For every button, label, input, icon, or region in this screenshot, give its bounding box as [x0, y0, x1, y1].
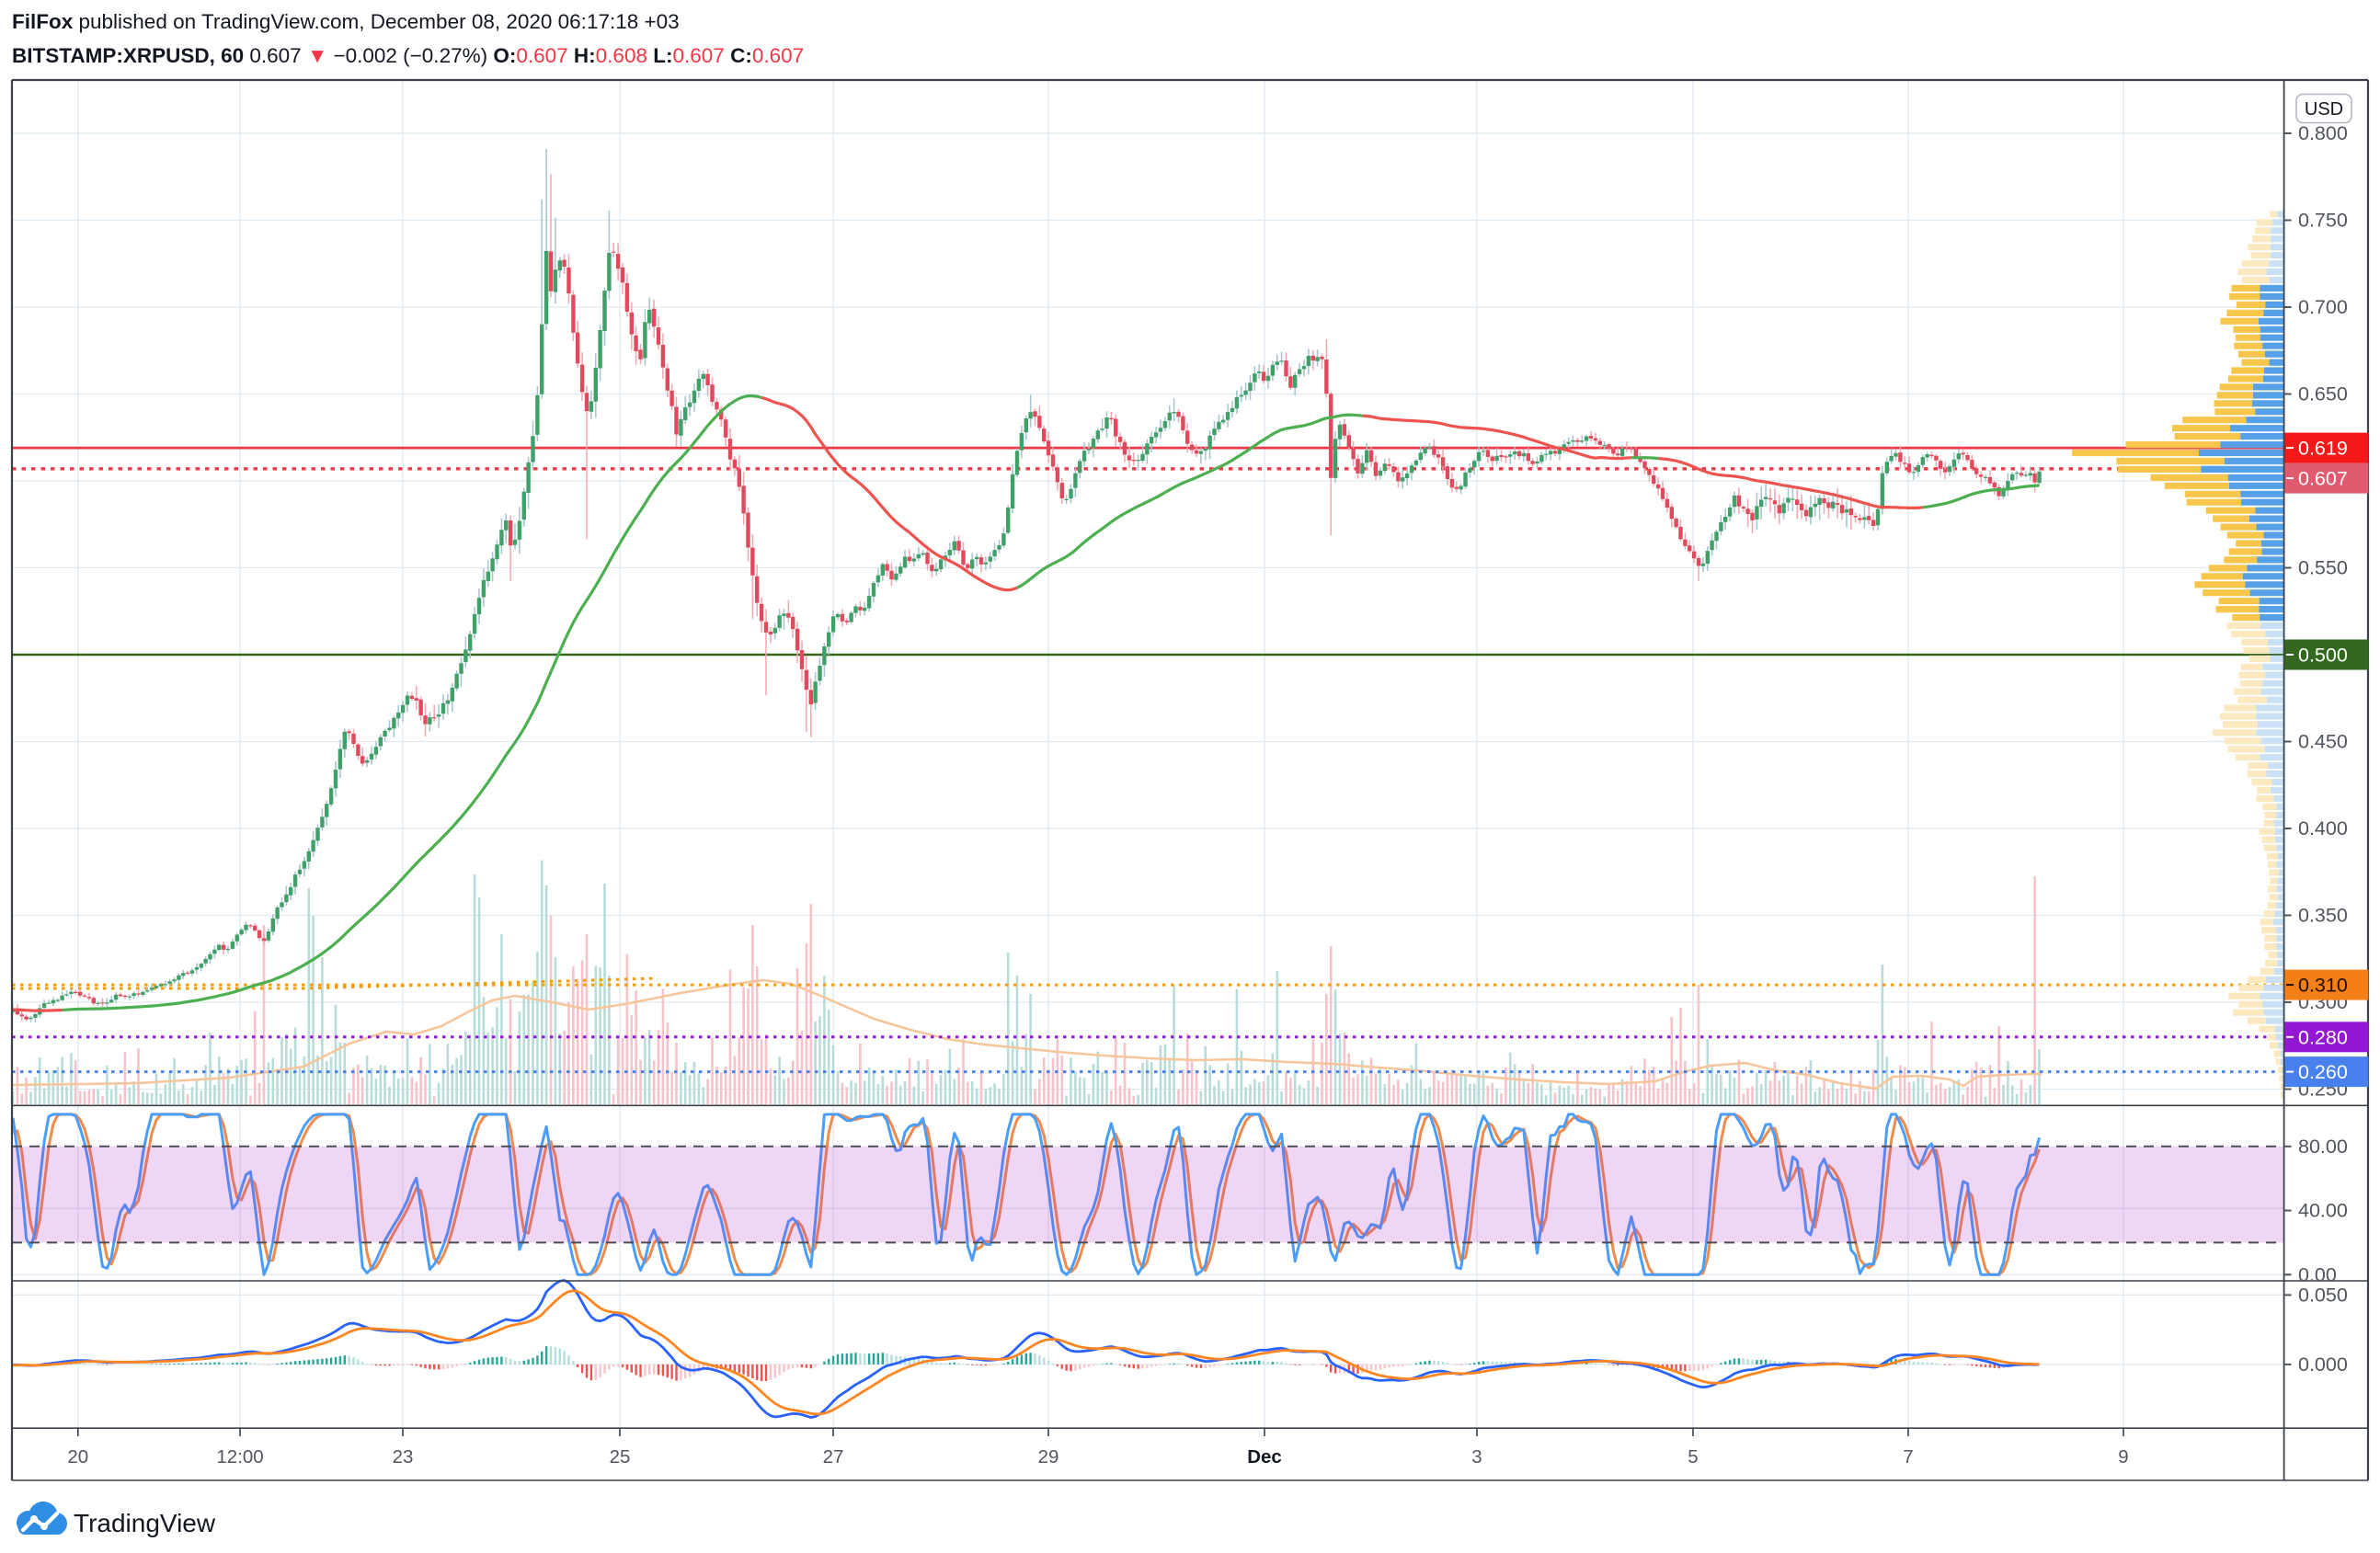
svg-text:FilFox published on TradingVie: FilFox published on TradingView.com, Dec…	[12, 10, 680, 33]
svg-text:0.400: 0.400	[2298, 817, 2348, 839]
svg-text:23: 23	[393, 1446, 414, 1467]
svg-text:20: 20	[67, 1446, 88, 1467]
svg-text:Dec: Dec	[1247, 1446, 1282, 1467]
svg-text:0.800: 0.800	[2298, 122, 2348, 144]
svg-text:7: 7	[1903, 1446, 1913, 1467]
svg-text:0.050: 0.050	[2298, 1284, 2348, 1306]
svg-text:25: 25	[610, 1446, 631, 1467]
svg-text:0.607: 0.607	[2298, 468, 2348, 490]
svg-text:0.000: 0.000	[2298, 1353, 2348, 1376]
svg-text:0.750: 0.750	[2298, 210, 2348, 232]
svg-text:3: 3	[1471, 1446, 1482, 1467]
svg-text:80.00: 80.00	[2298, 1136, 2348, 1158]
svg-text:0.619: 0.619	[2298, 438, 2348, 460]
svg-text:0.700: 0.700	[2298, 296, 2348, 318]
svg-text:TradingView: TradingView	[74, 1509, 216, 1537]
svg-text:0.00: 0.00	[2298, 1263, 2337, 1285]
svg-text:27: 27	[823, 1446, 844, 1467]
svg-text:0.310: 0.310	[2298, 975, 2348, 997]
svg-text:0.260: 0.260	[2298, 1061, 2348, 1083]
svg-text:0.650: 0.650	[2298, 383, 2348, 405]
svg-text:0.280: 0.280	[2298, 1026, 2348, 1048]
svg-text:0.450: 0.450	[2298, 731, 2348, 753]
svg-text:0.350: 0.350	[2298, 905, 2348, 927]
svg-text:USD: USD	[2305, 99, 2343, 120]
svg-text:5: 5	[1688, 1446, 1698, 1467]
svg-text:0.500: 0.500	[2298, 645, 2348, 667]
svg-text:29: 29	[1038, 1446, 1059, 1467]
svg-text:0.550: 0.550	[2298, 557, 2348, 579]
svg-text:BITSTAMP:XRPUSD, 60 0.607 ▼ −: BITSTAMP:XRPUSD, 60 0.607 ▼ −0.002 (−0.2…	[12, 44, 804, 67]
svg-text:9: 9	[2118, 1446, 2128, 1467]
svg-text:12:00: 12:00	[216, 1446, 263, 1467]
svg-text:40.00: 40.00	[2298, 1200, 2348, 1222]
